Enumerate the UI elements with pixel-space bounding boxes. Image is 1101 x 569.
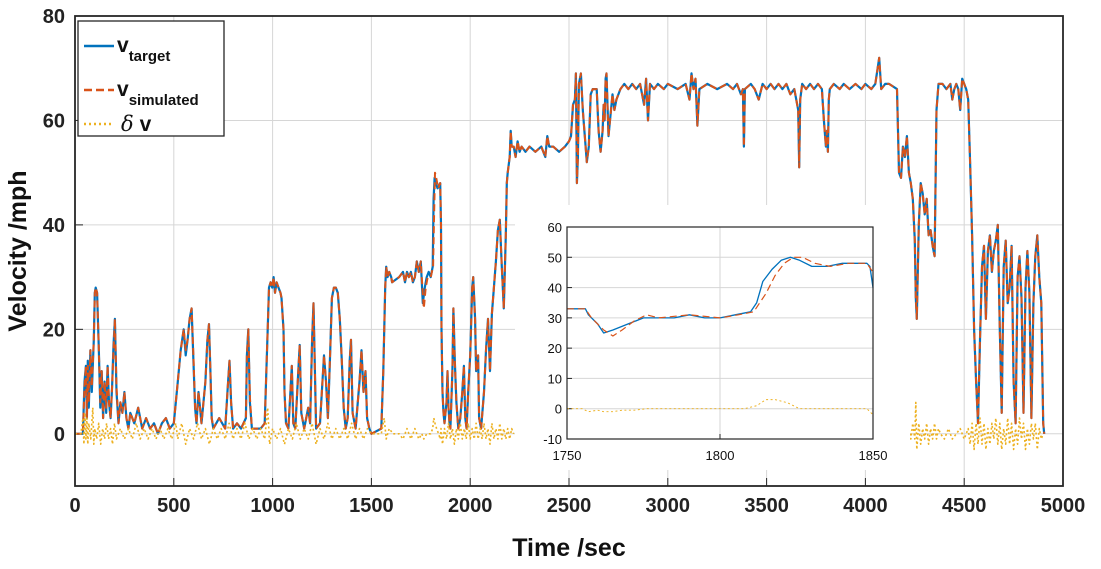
inset-ytick-label-2: 10 (548, 371, 562, 386)
main-ytick-label-1: 20 (43, 319, 65, 341)
main-xtick-label-2: 1000 (250, 495, 295, 517)
inset-ytick-label-3: 20 (548, 341, 562, 356)
main-xtick-label-6: 3000 (646, 495, 691, 517)
main-xtick-label-10: 5000 (1041, 495, 1086, 517)
inset-ytick-label-5: 40 (548, 281, 562, 296)
inset-ytick-label-4: 30 (548, 311, 562, 326)
inset-tick-labels: 1750 1800 1850 -10 0 10 20 30 40 50 60 (543, 220, 887, 463)
main-xtick-label-9: 4500 (942, 495, 987, 517)
inset-series-simulated-0 (567, 256, 874, 337)
main-series (75, 56, 1046, 451)
inset-ytick-label-0: -10 (543, 432, 562, 447)
inset-ytick-label-7: 60 (548, 220, 562, 235)
main-xtick-label-7: 3500 (744, 495, 789, 517)
main-xtick-label-0: 0 (69, 495, 80, 517)
main-xtick-label-5: 2500 (547, 495, 592, 517)
inset-axes-frame (566, 226, 874, 440)
main-xtick-label-1: 500 (157, 495, 190, 517)
main-ytick-label-3: 60 (43, 110, 65, 132)
x-axis-label: Time /sec (512, 534, 626, 562)
main-xtick-label-4: 2000 (448, 495, 493, 517)
inset-xtick-label-0: 1750 (553, 448, 582, 463)
inset-xtick-label-1: 1800 (706, 448, 735, 463)
inset-series-delta-0 (567, 399, 874, 416)
y-axis-label: Velocity /mph (4, 170, 32, 331)
main-axes-frame (74, 15, 1064, 487)
main-tick-labels: 0 500 1000 1500 2000 2500 3000 3500 4000 4500 5000… (43, 6, 1086, 517)
main-xtick-label-3: 1500 (349, 495, 394, 517)
legend-label-simulated: vsimulated (117, 78, 199, 109)
inset-ytick-label-1: 0 (555, 402, 562, 417)
main-ytick-label-0: 0 (54, 424, 65, 446)
main-ytick-label-4: 80 (43, 6, 65, 28)
main-series-simulated-0 (75, 56, 1046, 435)
inset-background (515, 205, 910, 470)
inset-xtick-label-2: 1850 (859, 448, 888, 463)
legend-box (77, 20, 225, 137)
inset-ytick-label-6: 50 (548, 250, 562, 265)
legend-label-target: vtarget (117, 34, 170, 65)
main-series-delta-0 (75, 406, 515, 445)
main-xtick-label-8: 4000 (843, 495, 888, 517)
inset-series (567, 256, 874, 416)
main-ytick-label-2: 40 (43, 215, 65, 237)
main-series-delta-1 (904, 401, 1044, 451)
